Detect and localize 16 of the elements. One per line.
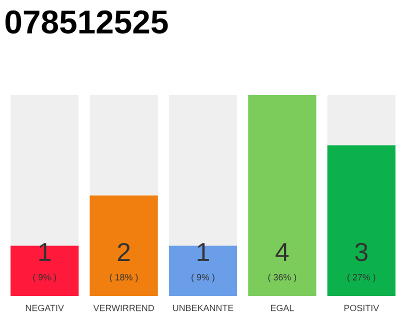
data-label: ( 27% ) [348, 274, 376, 282]
data-label: ( 36% ) [268, 274, 296, 282]
annotation: 2 [118, 242, 130, 262]
annotation: 4 [276, 243, 289, 261]
annotation: 1 [198, 243, 209, 261]
x-tick-label: VERWIRREND [93, 304, 154, 312]
x-tick-label: UNBEKANNTE [173, 304, 234, 312]
data-label: ( 18% ) [110, 274, 138, 282]
x-tick-label: EGAL [270, 304, 294, 312]
data-label: ( 9% ) [33, 274, 56, 282]
data-label: ( 9% ) [192, 274, 214, 282]
annotation: 3 [355, 242, 368, 262]
chart-title: 078512525 [5, 10, 168, 34]
x-tick-label: NEGATIV [26, 304, 64, 312]
annotation: 1 [39, 243, 51, 261]
x-tick-label: POSITIV [344, 304, 380, 312]
